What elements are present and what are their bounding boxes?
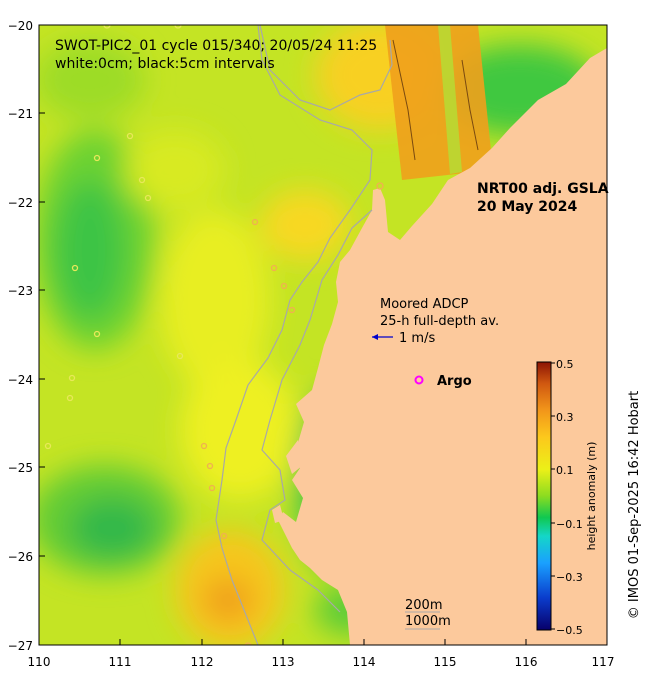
colorbar-tick: −0.5 (556, 624, 583, 637)
x-tick-label: 112 (191, 655, 214, 669)
colorbar-label: height anomaly (m) (585, 442, 598, 551)
y-axis-ticks (39, 24, 45, 646)
swot-swath (385, 25, 493, 180)
x-tick-label: 110 (28, 655, 51, 669)
plot-frame (38, 24, 608, 646)
y-tick-label: −25 (8, 461, 33, 475)
x-tick-label: 111 (109, 655, 132, 669)
adcp-scale-label: 1 m/s (399, 331, 435, 346)
y-tick-label: −24 (8, 373, 33, 387)
x-tick-label: 113 (272, 655, 295, 669)
float-markers (44, 25, 184, 450)
colorbar-tick: 0.1 (556, 464, 574, 477)
x-axis-ticks (38, 639, 608, 645)
y-tick-label: −21 (8, 107, 33, 121)
isobath-200m (259, 25, 393, 613)
land-mass (278, 25, 607, 645)
argo-marker-icon (414, 375, 424, 385)
x-tick-label: 116 (515, 655, 538, 669)
y-tick-label: −22 (8, 196, 33, 210)
y-tick-label: −27 (8, 639, 33, 653)
isobath-1000m (215, 25, 373, 645)
isobath-200-label: 200m (405, 598, 442, 613)
x-tick-label: 115 (434, 655, 457, 669)
product-label: NRT00 adj. GSLA (477, 181, 609, 197)
adcp-arrow-icon (372, 334, 393, 340)
map-subtitle: white:0cm; black:5cm intervals (55, 56, 275, 72)
colorbar-tick: −0.3 (556, 571, 583, 584)
isobath-1000-label: 1000m (405, 614, 451, 629)
y-tick-label: −23 (8, 284, 33, 298)
y-tick-label: −20 (8, 19, 33, 33)
colorbar-tick: 0.3 (556, 411, 574, 424)
argo-label: Argo (437, 374, 472, 389)
y-tick-label: −26 (8, 550, 33, 564)
colorbar (536, 361, 552, 631)
colorbar-tick: 0.5 (556, 358, 574, 371)
product-date: 20 May 2024 (477, 199, 578, 215)
adcp-subtitle: 25-h full-depth av. (380, 314, 499, 329)
x-tick-label: 117 (592, 655, 615, 669)
x-tick-label: 114 (353, 655, 376, 669)
adcp-title: Moored ADCP (380, 297, 469, 312)
credit-text: © IMOS 01-Sep-2025 16:42 Hobart (627, 391, 642, 619)
colorbar-tick: −0.1 (556, 518, 583, 531)
sla-field (39, 25, 607, 645)
map-title: SWOT-PIC2_01 cycle 015/340; 20/05/24 11:… (55, 38, 377, 54)
